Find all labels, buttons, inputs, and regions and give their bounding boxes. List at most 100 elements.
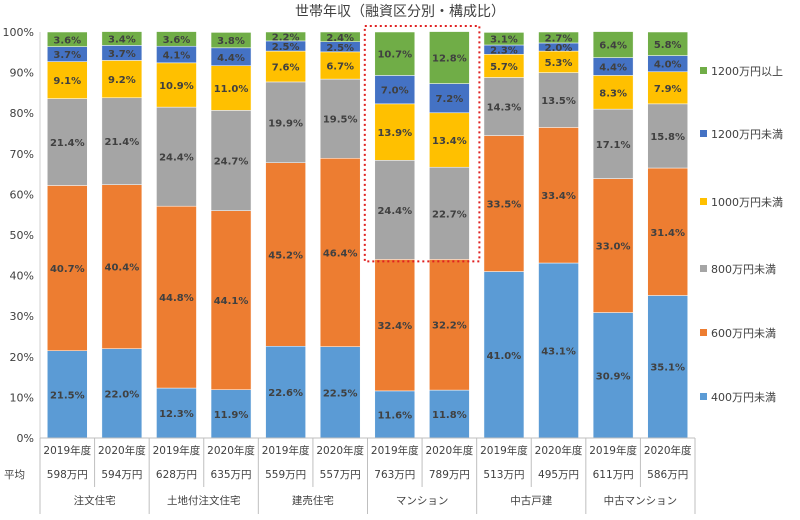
data-label: 40.4% (105, 263, 140, 274)
y-tick-label: 10% (10, 391, 34, 404)
bar-segment (483, 32, 525, 46)
legend: 400万円未満 600万円未満 800万円未満 1000万円未満 1200万円未満 120… (700, 65, 783, 404)
average-value: 598万円 (47, 469, 88, 481)
bar-segment (374, 31, 416, 76)
average-value: 559万円 (265, 469, 306, 481)
bar-segment (101, 97, 143, 185)
x-group-label: 建売住宅 (292, 494, 334, 507)
data-label: 9.2% (108, 75, 136, 86)
average-value: 611万円 (593, 469, 634, 481)
data-label: 19.9% (268, 118, 303, 129)
bar-segment (429, 31, 470, 84)
bar-segment (47, 31, 88, 47)
data-label: 12.8% (432, 54, 467, 65)
data-label: 5.7% (490, 62, 518, 73)
x-category-label: 2019年度 (480, 444, 528, 457)
legend-swatch (700, 198, 707, 205)
x-category-label: 2019年度 (589, 444, 637, 457)
average-value: 586万円 (647, 469, 688, 481)
bar-segment (265, 81, 306, 163)
data-label: 32.2% (432, 321, 467, 332)
y-tick-label: 60% (10, 188, 34, 201)
bar-segment (647, 103, 688, 169)
bar-segment (429, 389, 470, 439)
bar-segment (374, 160, 416, 260)
y-tick-label: 40% (10, 270, 34, 283)
bar-segment (265, 50, 306, 83)
data-label: 4.1% (163, 51, 191, 62)
bar-segment (319, 51, 361, 80)
value-labels: 21.5% 40.7% 21.4% 9.1% 3.7% 3.6% 22.0% 40.4% 21.… (50, 32, 685, 421)
bar-segment (210, 389, 252, 439)
data-label: 3.8% (217, 36, 245, 47)
data-label: 13.9% (377, 128, 412, 139)
bar-segment (592, 31, 634, 58)
bar-segment (47, 185, 88, 351)
x-category-label: 2019年度 (43, 444, 91, 457)
data-label: 3.4% (108, 34, 136, 45)
data-label: 44.1% (214, 296, 249, 307)
data-label: 3.7% (53, 50, 81, 61)
bar-segment (47, 61, 88, 99)
data-label: 46.4% (323, 248, 358, 259)
bar-segment (429, 112, 470, 168)
bar-segment (319, 31, 361, 42)
average-value: 628万円 (156, 469, 197, 481)
bar-segment (101, 348, 143, 439)
bar-segment (429, 259, 470, 391)
legend-swatch (700, 393, 707, 400)
data-label: 2.0% (545, 43, 573, 54)
x-category-label: 2020年度 (98, 444, 146, 457)
bar-segment (538, 262, 579, 439)
bar-segment (156, 31, 197, 47)
average-value: 594万円 (101, 469, 142, 481)
bar-segment (647, 31, 688, 56)
x-category-label: 2020年度 (644, 444, 692, 457)
bar-segment (156, 62, 197, 108)
bar-segment (101, 60, 143, 99)
data-label: 22.6% (268, 388, 303, 399)
data-label: 9.1% (53, 76, 81, 87)
legend-label: 600万円未満 (711, 327, 776, 340)
data-label: 10.9% (159, 81, 194, 92)
data-label: 35.1% (650, 363, 685, 374)
data-label: 11.8% (432, 410, 467, 421)
data-label: 11.9% (214, 410, 249, 421)
data-label: 31.4% (650, 228, 685, 239)
legend-label: 1200万円以上 (711, 65, 783, 78)
bar-segment (156, 387, 197, 439)
data-label: 10.7% (377, 50, 412, 61)
average-value: 495万円 (538, 469, 579, 481)
bar-segment (210, 210, 252, 390)
x-group-label: 中古マンション (604, 494, 678, 507)
y-tick-label: 90% (10, 67, 34, 80)
data-label: 12.3% (159, 409, 194, 420)
data-label: 22.7% (432, 209, 467, 220)
x-category-label: 2019年度 (153, 444, 201, 457)
bar-segment (483, 271, 525, 439)
axes: 0% 10% 20% 30% 40% 50% 60% 70% 80% 90% 100% (3, 26, 41, 445)
y-tick-label: 70% (10, 148, 34, 161)
bar-segment (647, 71, 688, 105)
legend-label: 1200万円未満 (711, 128, 783, 141)
bar-segment (538, 72, 579, 128)
data-label: 6.7% (326, 61, 354, 72)
data-label: 2.5% (326, 43, 354, 54)
data-label: 21.4% (50, 138, 85, 149)
average-value: 557万円 (320, 469, 361, 481)
bar-segment (265, 31, 306, 42)
bar-segment (265, 345, 306, 439)
data-label: 24.4% (159, 153, 194, 164)
y-tick-label: 80% (10, 107, 34, 120)
data-label: 3.7% (108, 49, 136, 60)
bar-segment (592, 75, 634, 110)
data-label: 43.1% (541, 347, 576, 358)
data-label: 5.3% (545, 58, 573, 69)
x-category-label: 2019年度 (262, 444, 310, 457)
data-label: 15.8% (650, 132, 685, 143)
bar-segment (483, 77, 525, 136)
data-label: 11.6% (377, 410, 412, 421)
data-label: 2.3% (490, 46, 518, 57)
data-label: 11.0% (214, 84, 249, 95)
